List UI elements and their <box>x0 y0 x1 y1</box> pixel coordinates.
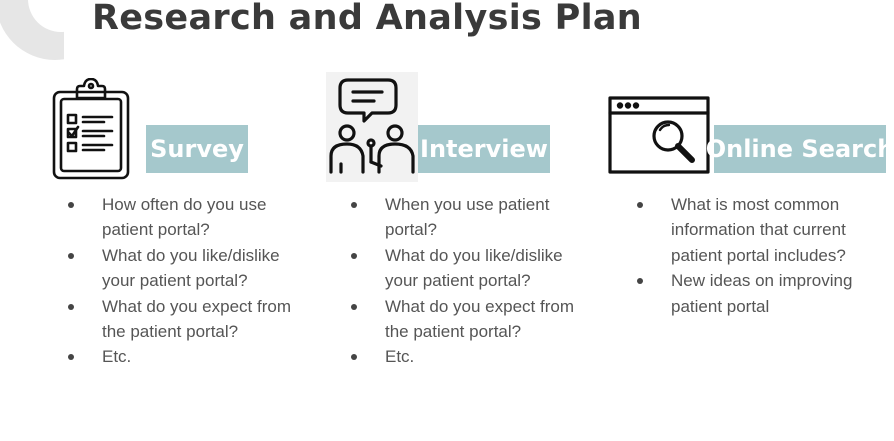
list-item: What do you like/dislike your patient po… <box>351 243 581 294</box>
list-item: Etc. <box>68 344 302 369</box>
clipboard-checklist-icon <box>52 78 130 180</box>
online-search-list: What is most common information that cur… <box>637 192 869 319</box>
list-item: What is most common information that cur… <box>637 192 869 268</box>
list-item: When you use patient portal? <box>351 192 581 243</box>
survey-questions-list: How often do you use patient portal? Wha… <box>68 192 302 370</box>
list-item: What do you expect from the patient port… <box>351 294 581 345</box>
browser-search-icon <box>608 96 712 176</box>
page-title: Research and Analysis Plan <box>92 0 643 38</box>
interview-label: Interview <box>418 125 550 173</box>
list-item: Etc. <box>351 344 581 369</box>
list-item: New ideas on improving patient portal <box>637 268 869 319</box>
interview-questions-list: When you use patient portal? What do you… <box>351 192 581 370</box>
corner-decoration <box>0 0 64 64</box>
list-item: How often do you use patient portal? <box>68 192 302 243</box>
list-item: What do you expect from the patient port… <box>68 294 302 345</box>
survey-label: Survey <box>146 125 248 173</box>
interview-people-icon <box>326 72 418 182</box>
online-search-label: Online Search <box>706 125 894 173</box>
list-item: What do you like/dislike your patient po… <box>68 243 302 294</box>
